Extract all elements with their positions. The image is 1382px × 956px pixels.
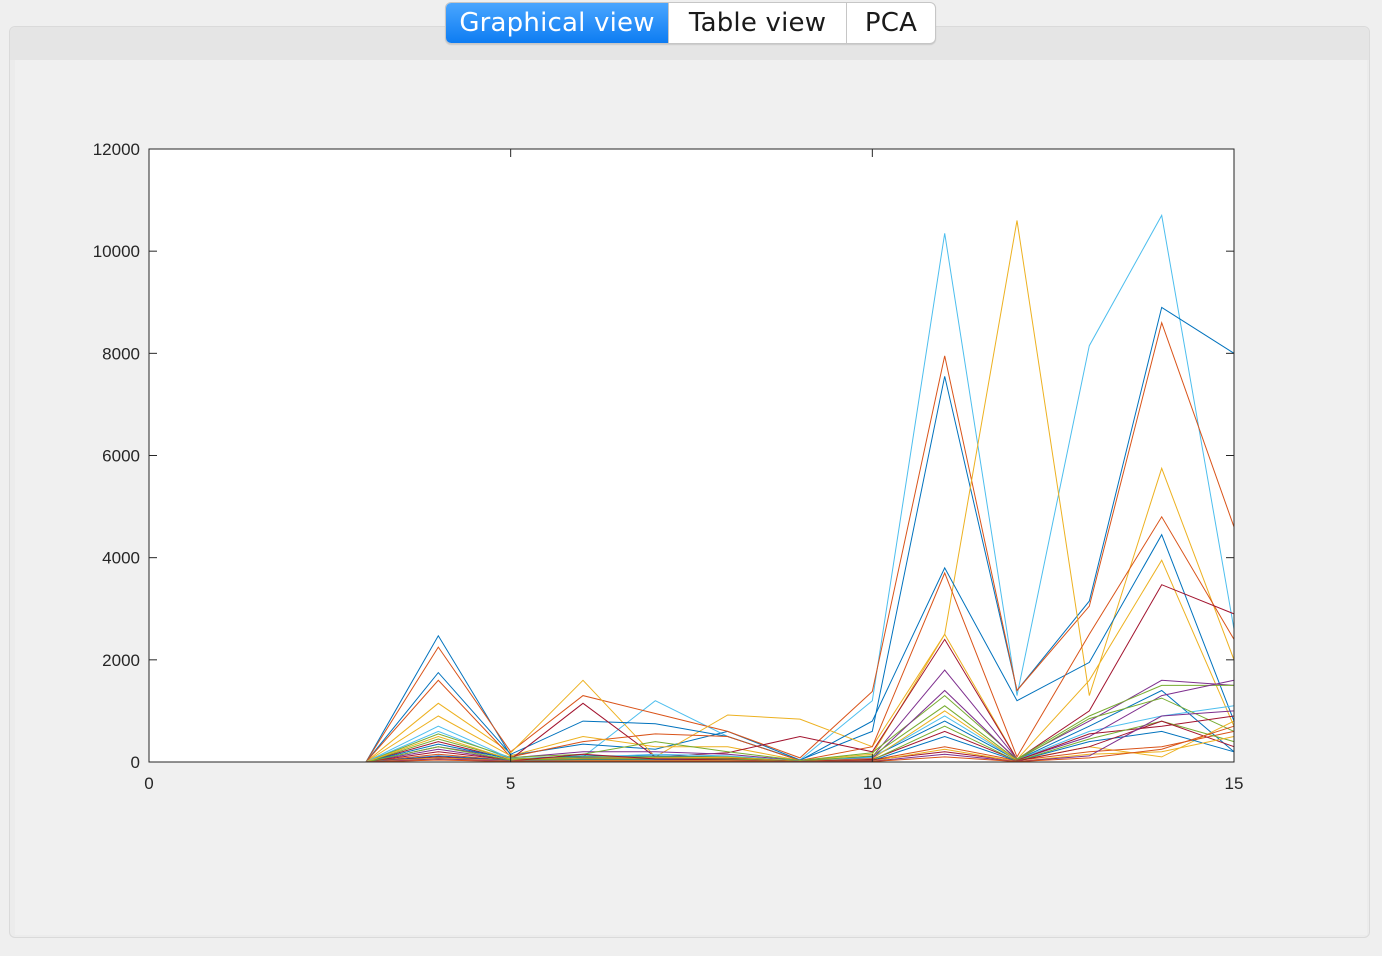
- y-tick-label-2000: 2000: [102, 651, 140, 670]
- series-line-6: [221, 515, 1235, 763]
- series-line-23: [221, 725, 1235, 763]
- view-tab-bar: Graphical view Table view PCA: [445, 2, 936, 44]
- x-tick-label-0: 0: [144, 774, 153, 793]
- x-tick-label-10: 10: [863, 774, 882, 793]
- series-line-3: [221, 320, 1235, 763]
- x-tick-label-15: 15: [1225, 774, 1244, 793]
- y-tick-label-10000: 10000: [93, 242, 140, 261]
- y-tick-label-0: 0: [131, 753, 140, 772]
- y-tick-label-12000: 12000: [93, 140, 140, 159]
- series-line-10: [221, 684, 1234, 763]
- y-tick-label-4000: 4000: [102, 549, 140, 568]
- tab-table-view[interactable]: Table view: [668, 3, 846, 43]
- tab-graphical-view[interactable]: Graphical view: [446, 3, 668, 43]
- x-tick-label-5: 5: [506, 774, 515, 793]
- series-line-7: [221, 559, 1235, 763]
- y-tick-label-6000: 6000: [102, 447, 140, 466]
- series-line-8: [221, 584, 1235, 763]
- plot-area: [149, 149, 1234, 762]
- series-line-19: [221, 720, 1235, 763]
- series-line-4: [221, 220, 1235, 763]
- series-line-14: [221, 697, 1235, 763]
- series-line-12: [221, 705, 1235, 763]
- tab-pca[interactable]: PCA: [846, 3, 935, 43]
- y-tick-label-8000: 8000: [102, 344, 140, 363]
